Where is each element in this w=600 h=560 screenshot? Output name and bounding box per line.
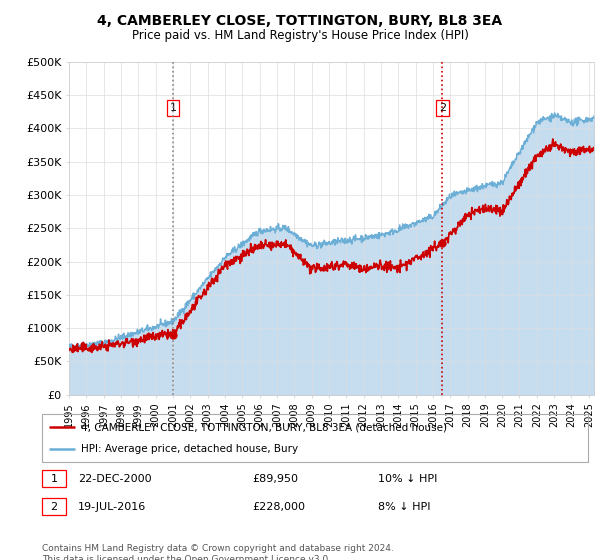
Text: 22-DEC-2000: 22-DEC-2000 [78,474,152,484]
Text: £89,950: £89,950 [252,474,298,484]
Text: Contains HM Land Registry data © Crown copyright and database right 2024.
This d: Contains HM Land Registry data © Crown c… [42,544,394,560]
Text: 1: 1 [169,103,176,113]
Text: 10% ↓ HPI: 10% ↓ HPI [378,474,437,484]
Text: 2: 2 [50,502,58,512]
Text: 8% ↓ HPI: 8% ↓ HPI [378,502,431,512]
Text: £228,000: £228,000 [252,502,305,512]
Text: HPI: Average price, detached house, Bury: HPI: Average price, detached house, Bury [81,444,298,454]
Text: 1: 1 [50,474,58,484]
Text: Price paid vs. HM Land Registry's House Price Index (HPI): Price paid vs. HM Land Registry's House … [131,29,469,42]
Text: 2: 2 [439,103,446,113]
Text: 19-JUL-2016: 19-JUL-2016 [78,502,146,512]
Text: 4, CAMBERLEY CLOSE, TOTTINGTON, BURY, BL8 3EA: 4, CAMBERLEY CLOSE, TOTTINGTON, BURY, BL… [97,14,503,28]
Text: 4, CAMBERLEY CLOSE, TOTTINGTON, BURY, BL8 3EA (detached house): 4, CAMBERLEY CLOSE, TOTTINGTON, BURY, BL… [81,422,447,432]
